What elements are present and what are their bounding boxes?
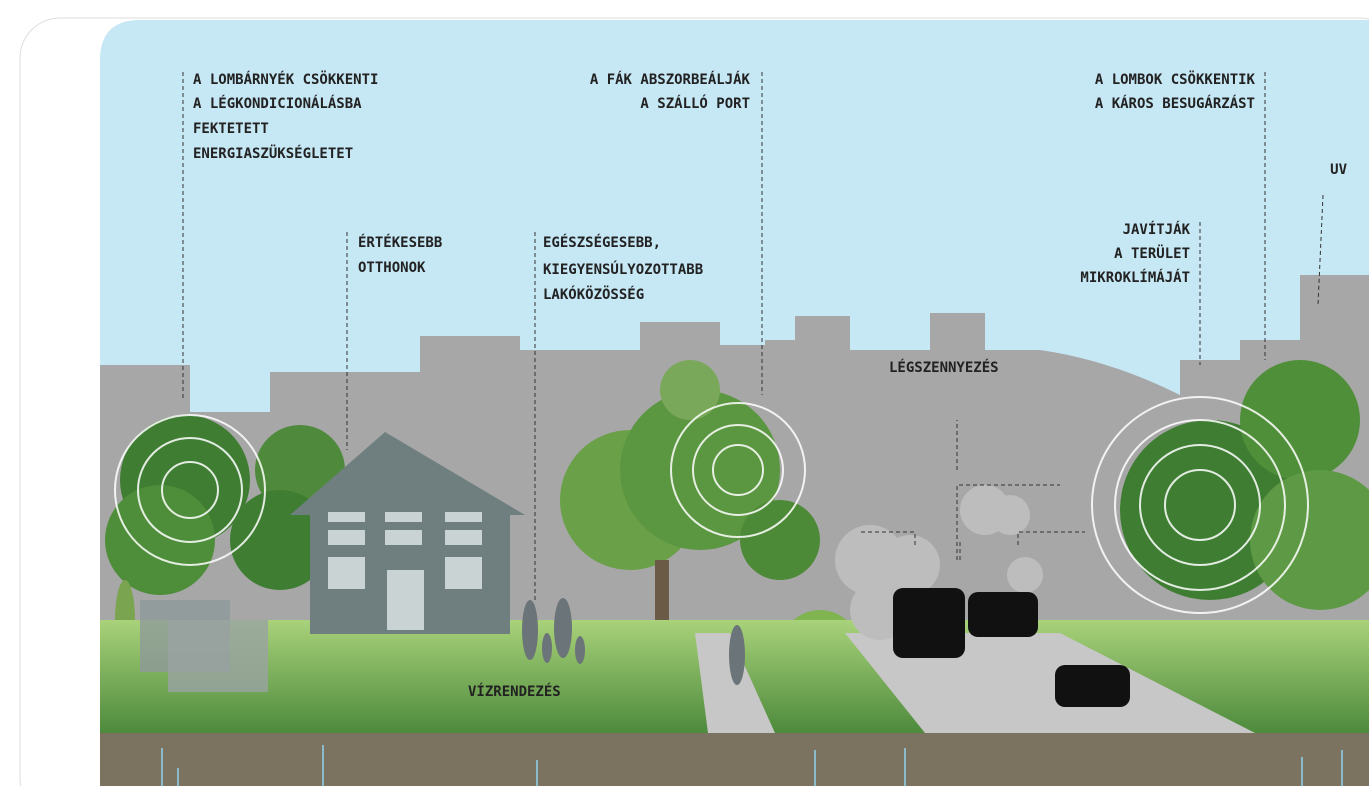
rect-shape bbox=[387, 570, 424, 630]
label-line: LAKÓKÖZÖSSÉG bbox=[543, 285, 644, 303]
rect-shape bbox=[968, 592, 1038, 637]
label-line: LÉGSZENNYEZÉS bbox=[889, 359, 999, 376]
rect-shape bbox=[328, 512, 365, 522]
circle-shape bbox=[990, 495, 1030, 535]
label-line: ENERGIASZÜKSÉGLETET bbox=[193, 144, 353, 162]
circle-shape bbox=[1007, 557, 1043, 593]
rect-shape bbox=[385, 512, 422, 522]
rect-shape bbox=[893, 588, 965, 658]
rect-shape bbox=[445, 530, 482, 545]
ellipse-shape bbox=[554, 598, 572, 658]
page: A LOMBÁRNYÉK CSÖKKENTI A LÉGKONDICIONÁLÁ… bbox=[0, 0, 1369, 786]
rect-shape bbox=[385, 530, 422, 545]
ellipse-shape bbox=[575, 636, 585, 664]
label-line: A SZÁLLÓ PORT bbox=[640, 94, 750, 112]
rect-shape bbox=[168, 620, 268, 692]
circle-shape bbox=[105, 485, 215, 595]
label-line: OTTHONOK bbox=[358, 260, 426, 276]
label-line: UV bbox=[1330, 162, 1347, 178]
label-line: A KÁROS BESUGÁRZÁST bbox=[1095, 95, 1255, 112]
rect-shape bbox=[328, 557, 365, 589]
ellipse-shape bbox=[522, 600, 538, 660]
ellipse-shape bbox=[729, 625, 745, 685]
circle-shape bbox=[660, 360, 720, 420]
rect-shape bbox=[445, 557, 482, 589]
label-line: KIEGYENSÚLYOZOTTABB bbox=[543, 260, 703, 278]
label-line: A FÁK ABSZORBEÁLJÁK bbox=[590, 71, 751, 88]
rect-shape bbox=[445, 512, 482, 522]
illustration: A LOMBÁRNYÉK CSÖKKENTI A LÉGKONDICIONÁLÁ… bbox=[0, 0, 1369, 786]
label-line: FEKTETETT bbox=[193, 121, 269, 137]
label-line: A LÉGKONDICIONÁLÁSBA bbox=[193, 95, 362, 112]
ground bbox=[100, 733, 1369, 786]
scene: A LOMBÁRNYÉK CSÖKKENTI A LÉGKONDICIONÁLÁ… bbox=[100, 20, 1369, 786]
rect-shape bbox=[328, 530, 365, 545]
label-line: A LOMBÁRNYÉK CSÖKKENTI bbox=[193, 70, 378, 88]
label-line: JAVÍTJÁK bbox=[1123, 221, 1191, 238]
label-line: A LOMBOK CSÖKKENTIK bbox=[1095, 70, 1256, 88]
label-line: MIKROKLÍMÁJÁT bbox=[1080, 269, 1190, 286]
label-line: A TERÜLET bbox=[1114, 244, 1190, 262]
ellipse-shape bbox=[542, 633, 552, 663]
label-line: VÍZRENDEZÉS bbox=[468, 683, 561, 700]
rect-shape bbox=[1055, 665, 1130, 707]
label-line: EGÉSZSÉGESEBB, bbox=[543, 234, 661, 251]
label-line: ÉRTÉKESEBB bbox=[358, 234, 442, 251]
